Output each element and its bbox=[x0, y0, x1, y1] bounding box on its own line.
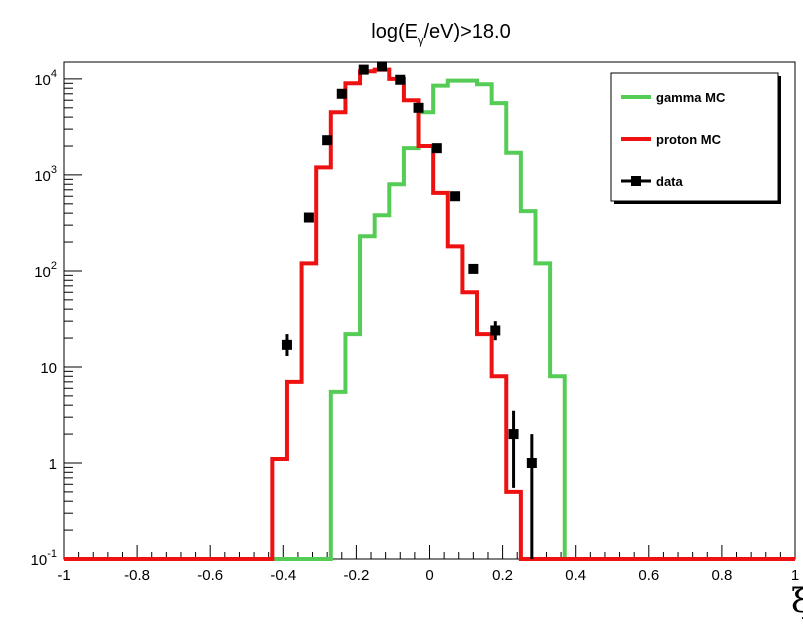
x-tick-label: 0.4 bbox=[565, 567, 586, 584]
series-data bbox=[281, 61, 537, 559]
data-point bbox=[376, 61, 387, 72]
series-gamma-mc bbox=[64, 78, 795, 561]
data-point bbox=[303, 212, 314, 223]
data-point bbox=[413, 102, 424, 113]
data-point bbox=[358, 64, 369, 75]
x-tick-label: 0.2 bbox=[492, 567, 513, 584]
y-tick-label: 10 bbox=[40, 360, 57, 377]
x-tick-label: 1 bbox=[791, 567, 799, 584]
chart-title: log(Eγ/eV)>18.0 bbox=[371, 21, 511, 47]
x-tick-label: -0.8 bbox=[124, 567, 150, 584]
data-point bbox=[395, 74, 406, 85]
series-layer bbox=[64, 61, 795, 561]
x-tick-label: -0.4 bbox=[270, 567, 296, 584]
legend-label: data bbox=[656, 174, 684, 189]
y-tick-label: 104 bbox=[34, 68, 57, 89]
data-point bbox=[468, 263, 479, 274]
data-point bbox=[450, 191, 461, 202]
data-point bbox=[281, 339, 292, 350]
legend-marker bbox=[631, 176, 641, 186]
data-point bbox=[526, 457, 537, 468]
x-tick-label: -1 bbox=[57, 567, 70, 584]
y-axis: 10-1 1 10 102 103 104 bbox=[31, 68, 82, 569]
y-tick-label: 102 bbox=[34, 260, 57, 281]
x-tick-label: 0 bbox=[425, 567, 433, 584]
data-point bbox=[508, 429, 519, 440]
x-tick-label: -0.2 bbox=[343, 567, 369, 584]
x-tick-label: 0.8 bbox=[711, 567, 732, 584]
y-tick-label: 103 bbox=[34, 164, 57, 185]
y-tick-label: 10-1 bbox=[31, 548, 57, 569]
legend-swatch-data bbox=[621, 176, 651, 186]
y-tick-label: 1 bbox=[49, 456, 57, 473]
x-axis: -1 -0.8 -0.6 -0.4 -0.2 0 0.2 0.4 0.6 0.8 1 bbox=[57, 545, 799, 584]
data-point bbox=[490, 325, 501, 336]
x-axis-label: ξ bbox=[791, 581, 803, 621]
legend-label: proton MC bbox=[656, 132, 722, 147]
legend: gamma MC proton MC data bbox=[610, 72, 781, 204]
data-point bbox=[431, 143, 442, 154]
x-tick-label: -0.6 bbox=[197, 567, 223, 584]
data-point bbox=[336, 88, 347, 99]
legend-label: gamma MC bbox=[656, 90, 726, 105]
x-tick-label: 0.6 bbox=[638, 567, 659, 584]
data-point bbox=[322, 135, 333, 146]
